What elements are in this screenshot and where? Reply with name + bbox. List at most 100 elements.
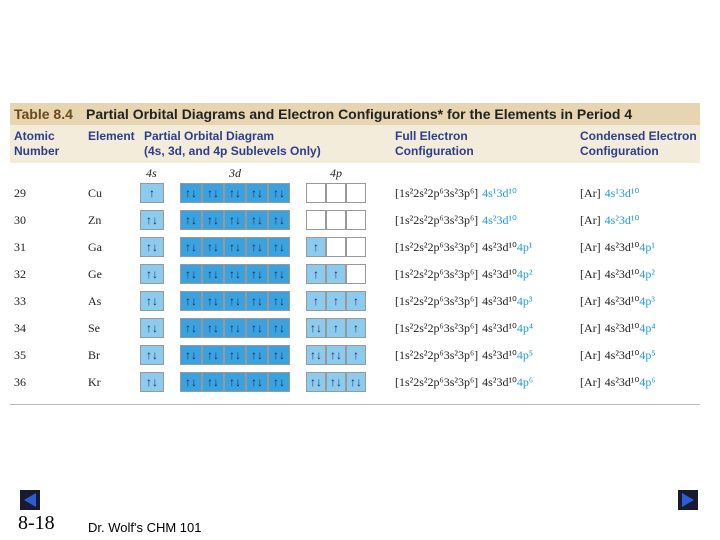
- full-configuration: [1s²2s²2p⁶3s²3p⁶] 4s²3d¹⁰4p³: [395, 291, 532, 311]
- condensed-configuration: [Ar] 4s²3d¹⁰4p¹: [580, 237, 655, 257]
- column-header: Number: [14, 144, 60, 158]
- valence-configuration: 4p⁴: [516, 321, 534, 335]
- orbital-3d: ↑↓: [224, 183, 246, 203]
- next-button[interactable]: [678, 490, 698, 510]
- core-configuration: [Ar]: [580, 186, 601, 200]
- valence-configuration: 4s²3d¹⁰: [482, 321, 517, 335]
- orbital-4p: ↑: [306, 264, 326, 284]
- valence-configuration: 4s²3d¹⁰: [604, 375, 640, 389]
- orbital-3d: ↑↓: [180, 372, 202, 392]
- atomic-number: 33: [14, 294, 26, 308]
- orbital-4p-empty: [346, 237, 366, 257]
- column-header: Element: [88, 129, 135, 143]
- orbital-3d: ↑↓: [224, 318, 246, 338]
- orbital-4p-empty: [326, 183, 346, 203]
- core-configuration: [1s²2s²2p⁶3s²3p⁶]: [395, 213, 479, 227]
- orbital-4s: ↑↓: [140, 264, 164, 284]
- atomic-number: 35: [14, 348, 26, 362]
- valence-configuration: 4p¹: [516, 240, 533, 254]
- column-header: (4s, 3d, and 4p Sublevels Only): [144, 144, 321, 158]
- valence-configuration: 4s²3d¹⁰: [482, 240, 517, 254]
- valence-configuration: 4p²: [516, 267, 533, 281]
- column-header: Full Electron: [395, 129, 468, 143]
- column-header: Partial Orbital Diagram: [144, 129, 275, 143]
- orbital-4p-empty: [326, 237, 346, 257]
- orbital-4p: ↑: [326, 318, 346, 338]
- core-configuration: [Ar]: [580, 267, 601, 281]
- prev-icon: [24, 493, 36, 507]
- table-title: Partial Orbital Diagrams and Electron Co…: [86, 106, 633, 122]
- core-configuration: [Ar]: [580, 375, 601, 389]
- orbital-3d: ↑↓: [180, 318, 202, 338]
- valence-configuration: 4s²3d¹⁰: [482, 267, 517, 281]
- orbital-3d: ↑↓: [268, 264, 290, 284]
- orbital-3d: ↑↓: [246, 291, 268, 311]
- orbital-4p: ↑: [326, 264, 346, 284]
- valence-configuration: 4p²: [639, 267, 655, 281]
- condensed-configuration: [Ar] 4s²3d¹⁰4p⁶: [580, 372, 656, 392]
- condensed-configuration: [Ar] 4s²3d¹⁰4p⁴: [580, 318, 656, 338]
- valence-configuration: 4s²3d¹⁰: [604, 240, 640, 254]
- valence-configuration: 4s¹3d¹⁰: [482, 186, 517, 200]
- orbital-4p: ↑: [326, 291, 346, 311]
- column-header: Atomic: [14, 129, 55, 143]
- orbital-4p: ↑↓: [306, 372, 326, 392]
- core-configuration: [1s²2s²2p⁶3s²3p⁶]: [395, 348, 479, 362]
- core-configuration: [Ar]: [580, 213, 601, 227]
- valence-configuration: 4s²3d¹⁰: [604, 267, 640, 281]
- element-symbol: Br: [88, 348, 100, 362]
- orbital-3d: ↑↓: [224, 372, 246, 392]
- orbital-4p: ↑: [346, 291, 366, 311]
- column-header: Configuration: [395, 144, 474, 158]
- core-configuration: [Ar]: [580, 321, 601, 335]
- sublevel-label: 4p: [330, 166, 342, 180]
- element-symbol: Zn: [88, 213, 102, 227]
- course-name: Dr. Wolf's CHM 101: [88, 520, 202, 535]
- valence-configuration: 4p⁵: [639, 348, 656, 362]
- orbital-4p-empty: [306, 210, 326, 230]
- atomic-number: 34: [14, 321, 26, 335]
- prev-button[interactable]: [20, 490, 40, 510]
- orbital-3d: ↑↓: [202, 210, 224, 230]
- orbital-3d: ↑↓: [180, 291, 202, 311]
- orbital-4p-empty: [346, 264, 366, 284]
- orbital-4p: ↑↓: [346, 372, 366, 392]
- valence-configuration: 4s²3d¹⁰: [482, 375, 517, 389]
- orbital-3d: ↑↓: [202, 237, 224, 257]
- orbital-4p: ↑: [346, 345, 366, 365]
- orbital-4s: ↑↓: [140, 291, 164, 311]
- core-configuration: [Ar]: [580, 240, 601, 254]
- orbital-3d: ↑↓: [224, 345, 246, 365]
- core-configuration: [1s²2s²2p⁶3s²3p⁶]: [395, 375, 479, 389]
- orbital-3d: ↑↓: [224, 264, 246, 284]
- orbital-4s: ↑↓: [140, 372, 164, 392]
- full-configuration: [1s²2s²2p⁶3s²3p⁶] 4s²3d¹⁰4p⁵: [395, 345, 533, 365]
- orbital-3d: ↑↓: [224, 210, 246, 230]
- condensed-configuration: [Ar] 4s¹3d¹⁰: [580, 183, 639, 203]
- orbital-3d: ↑↓: [202, 372, 224, 392]
- atomic-number: 32: [14, 267, 26, 281]
- orbital-3d: ↑↓: [246, 372, 268, 392]
- orbital-3d: ↑↓: [268, 345, 290, 365]
- orbital-3d: ↑↓: [268, 237, 290, 257]
- valence-configuration: 4s²3d¹⁰: [604, 213, 640, 227]
- column-header: Condensed Electron: [580, 129, 697, 143]
- orbital-4s: ↑↓: [140, 318, 164, 338]
- orbital-4p: ↑: [306, 291, 326, 311]
- full-configuration: [1s²2s²2p⁶3s²3p⁶] 4s²3d¹⁰4p¹: [395, 237, 532, 257]
- atomic-number: 30: [14, 213, 26, 227]
- atomic-number: 29: [14, 186, 26, 200]
- orbital-3d: ↑↓: [202, 345, 224, 365]
- orbital-3d: ↑↓: [246, 210, 268, 230]
- orbital-4p: ↑↓: [326, 345, 346, 365]
- valence-configuration: 4s²3d¹⁰: [482, 213, 517, 227]
- orbital-3d: ↑↓: [268, 372, 290, 392]
- element-symbol: Cu: [88, 186, 103, 200]
- atomic-number: 36: [14, 375, 26, 389]
- table-label: Table 8.4: [14, 106, 73, 122]
- full-configuration: [1s²2s²2p⁶3s²3p⁶] 4s²3d¹⁰4p²: [395, 264, 532, 284]
- core-configuration: [Ar]: [580, 294, 601, 308]
- orbital-4p-empty: [346, 210, 366, 230]
- orbital-3d: ↑↓: [180, 183, 202, 203]
